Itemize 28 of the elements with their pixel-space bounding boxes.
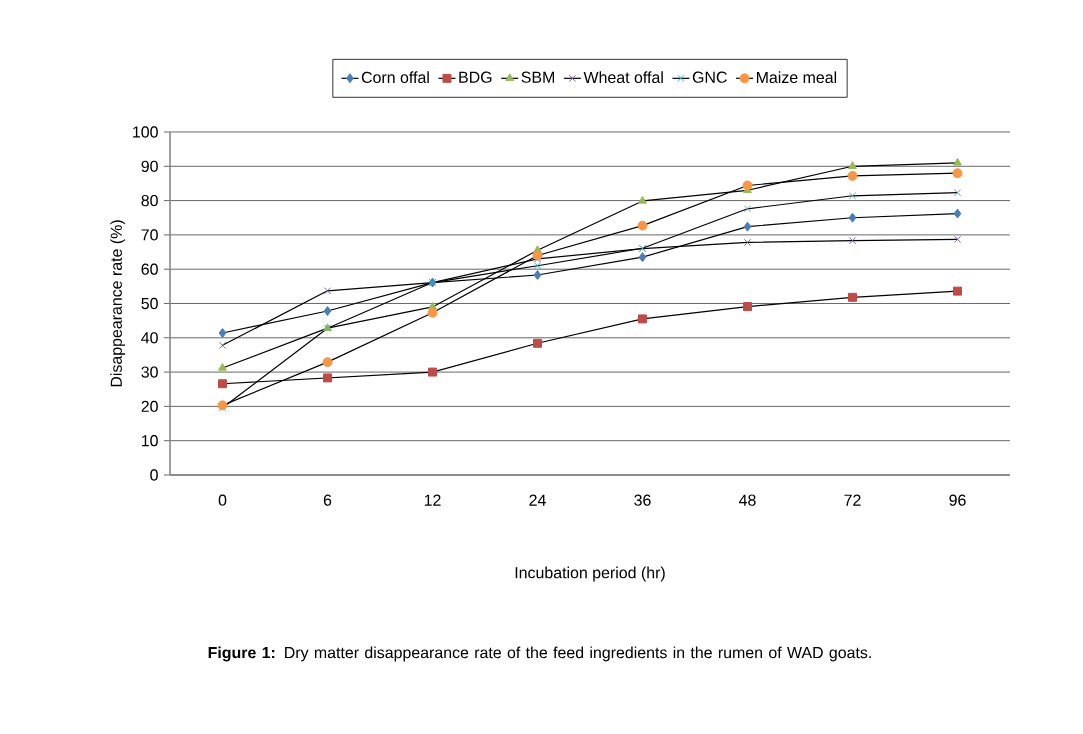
y-tick-label: 100	[133, 126, 158, 138]
x-axis-title: Incubation period (hr)	[515, 566, 665, 582]
text: Figure 1: Dry matter disappearance rate of the feed ingredients in the rumen of WAD goats.	[208, 646, 871, 662]
x-tick-label: 72	[844, 494, 861, 506]
legend-label: SBM	[521, 71, 555, 83]
y-tick-label: 70	[141, 229, 158, 241]
y-tick-label: 0	[150, 469, 158, 481]
x-tick-label: 96	[949, 494, 966, 506]
x-tick-label: 48	[739, 494, 756, 506]
x-tick-label: 36	[634, 494, 651, 506]
legend-label: Wheat offal	[583, 71, 663, 84]
x-tick-label: 6	[323, 494, 332, 506]
legend-label: BDG	[459, 71, 492, 83]
y-tick-label: 30	[141, 366, 158, 378]
y-tick-label: 60	[141, 263, 158, 275]
y-tick-label: 80	[141, 194, 158, 207]
x-tick-label: 24	[529, 494, 546, 506]
x-tick-label: 0	[218, 494, 227, 506]
x-tick-label: 12	[424, 494, 441, 506]
y-tick-label: 40	[141, 332, 158, 344]
legend-label: Corn offal	[361, 71, 429, 84]
y-tick-label: 50	[141, 297, 158, 310]
y-axis-title: Disappearance rate (%)	[110, 220, 126, 387]
y-tick-label: 10	[141, 435, 158, 447]
legend-label: GNC	[692, 71, 727, 83]
y-tick-label: 90	[141, 160, 158, 172]
y-tick-label: 20	[141, 400, 158, 413]
legend-label: Maize meal	[756, 71, 837, 84]
